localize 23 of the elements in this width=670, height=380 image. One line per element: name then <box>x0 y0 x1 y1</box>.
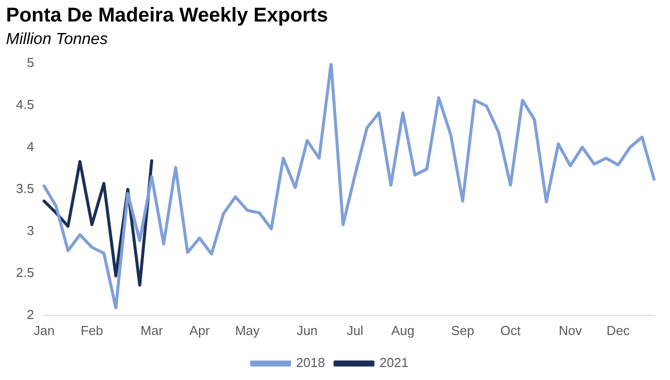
chart-title: Ponta De Madeira Weekly Exports <box>6 4 328 27</box>
y-tick-label: 2 <box>26 306 34 322</box>
x-tick-label: May <box>235 322 260 338</box>
x-tick-label: Jul <box>346 322 364 338</box>
legend-label: 2021 <box>380 355 408 370</box>
y-tick-label: 3 <box>26 222 34 238</box>
x-tick-label: Feb <box>80 322 104 338</box>
y-tick-label: 4 <box>26 138 34 154</box>
x-tick-label: Aug <box>391 322 414 338</box>
x-tick-label: Jun <box>296 322 318 338</box>
chart-subtitle: Million Tonnes <box>6 31 108 48</box>
legend-label: 2018 <box>296 355 325 370</box>
y-tick-label: 5 <box>26 54 34 70</box>
x-tick-label: Oct <box>500 322 521 338</box>
y-tick-label: 3.5 <box>16 180 34 196</box>
x-tick-label: Jan <box>34 322 55 338</box>
x-tick-label: Dec <box>606 322 630 338</box>
x-tick-label: Nov <box>558 322 582 338</box>
x-tick-label: Apr <box>189 322 210 338</box>
y-tick-label: 4.5 <box>16 96 34 112</box>
x-tick-label: Mar <box>140 322 164 338</box>
x-tick-label: Sep <box>451 322 474 338</box>
y-tick-label: 2.5 <box>16 264 34 280</box>
